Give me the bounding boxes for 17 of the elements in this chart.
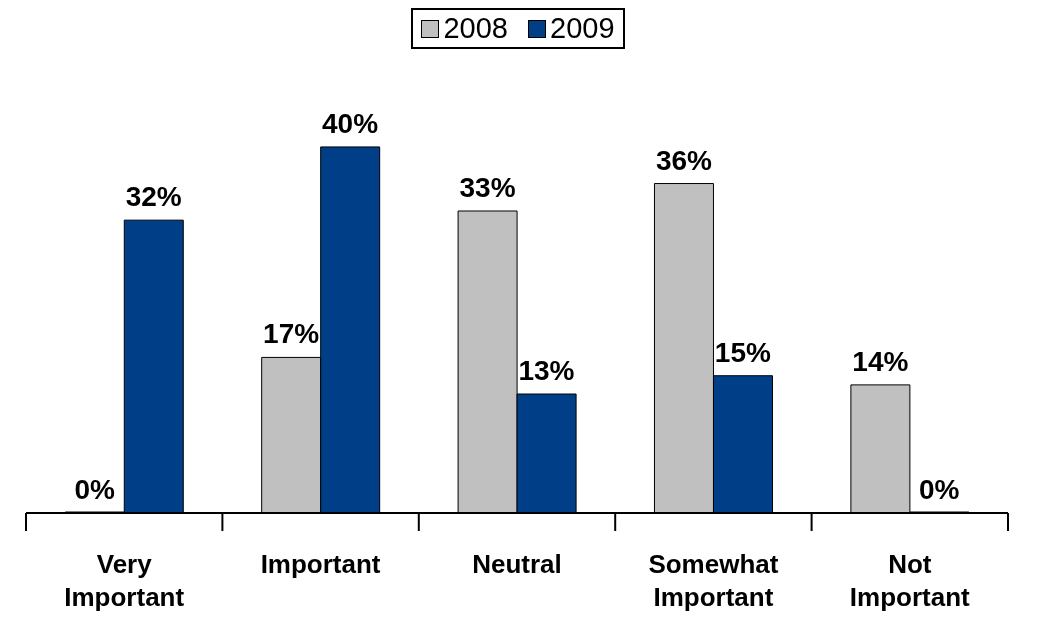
data-label: 15%	[714, 336, 771, 368]
x-tick-label: Important	[260, 549, 381, 579]
x-tick-label: Somewhat Important	[648, 549, 779, 612]
data-label: 14%	[852, 345, 909, 377]
x-tick-label: Very Important	[64, 549, 185, 612]
data-label: 36%	[655, 144, 713, 176]
legend-label: 2008	[442, 12, 508, 45]
x-tick-label: Not Important	[849, 549, 971, 612]
data-label: 13%	[518, 355, 575, 387]
data-label: 17%	[263, 318, 320, 350]
data-label: 32%	[125, 181, 182, 213]
data-label: 40%	[322, 107, 379, 139]
x-tick-label: Neutral	[472, 549, 562, 579]
legend-label: 2009	[549, 12, 615, 45]
data-label: 0%	[919, 474, 960, 505]
data-label: 0%	[74, 474, 116, 505]
data-label: 33%	[459, 171, 516, 203]
